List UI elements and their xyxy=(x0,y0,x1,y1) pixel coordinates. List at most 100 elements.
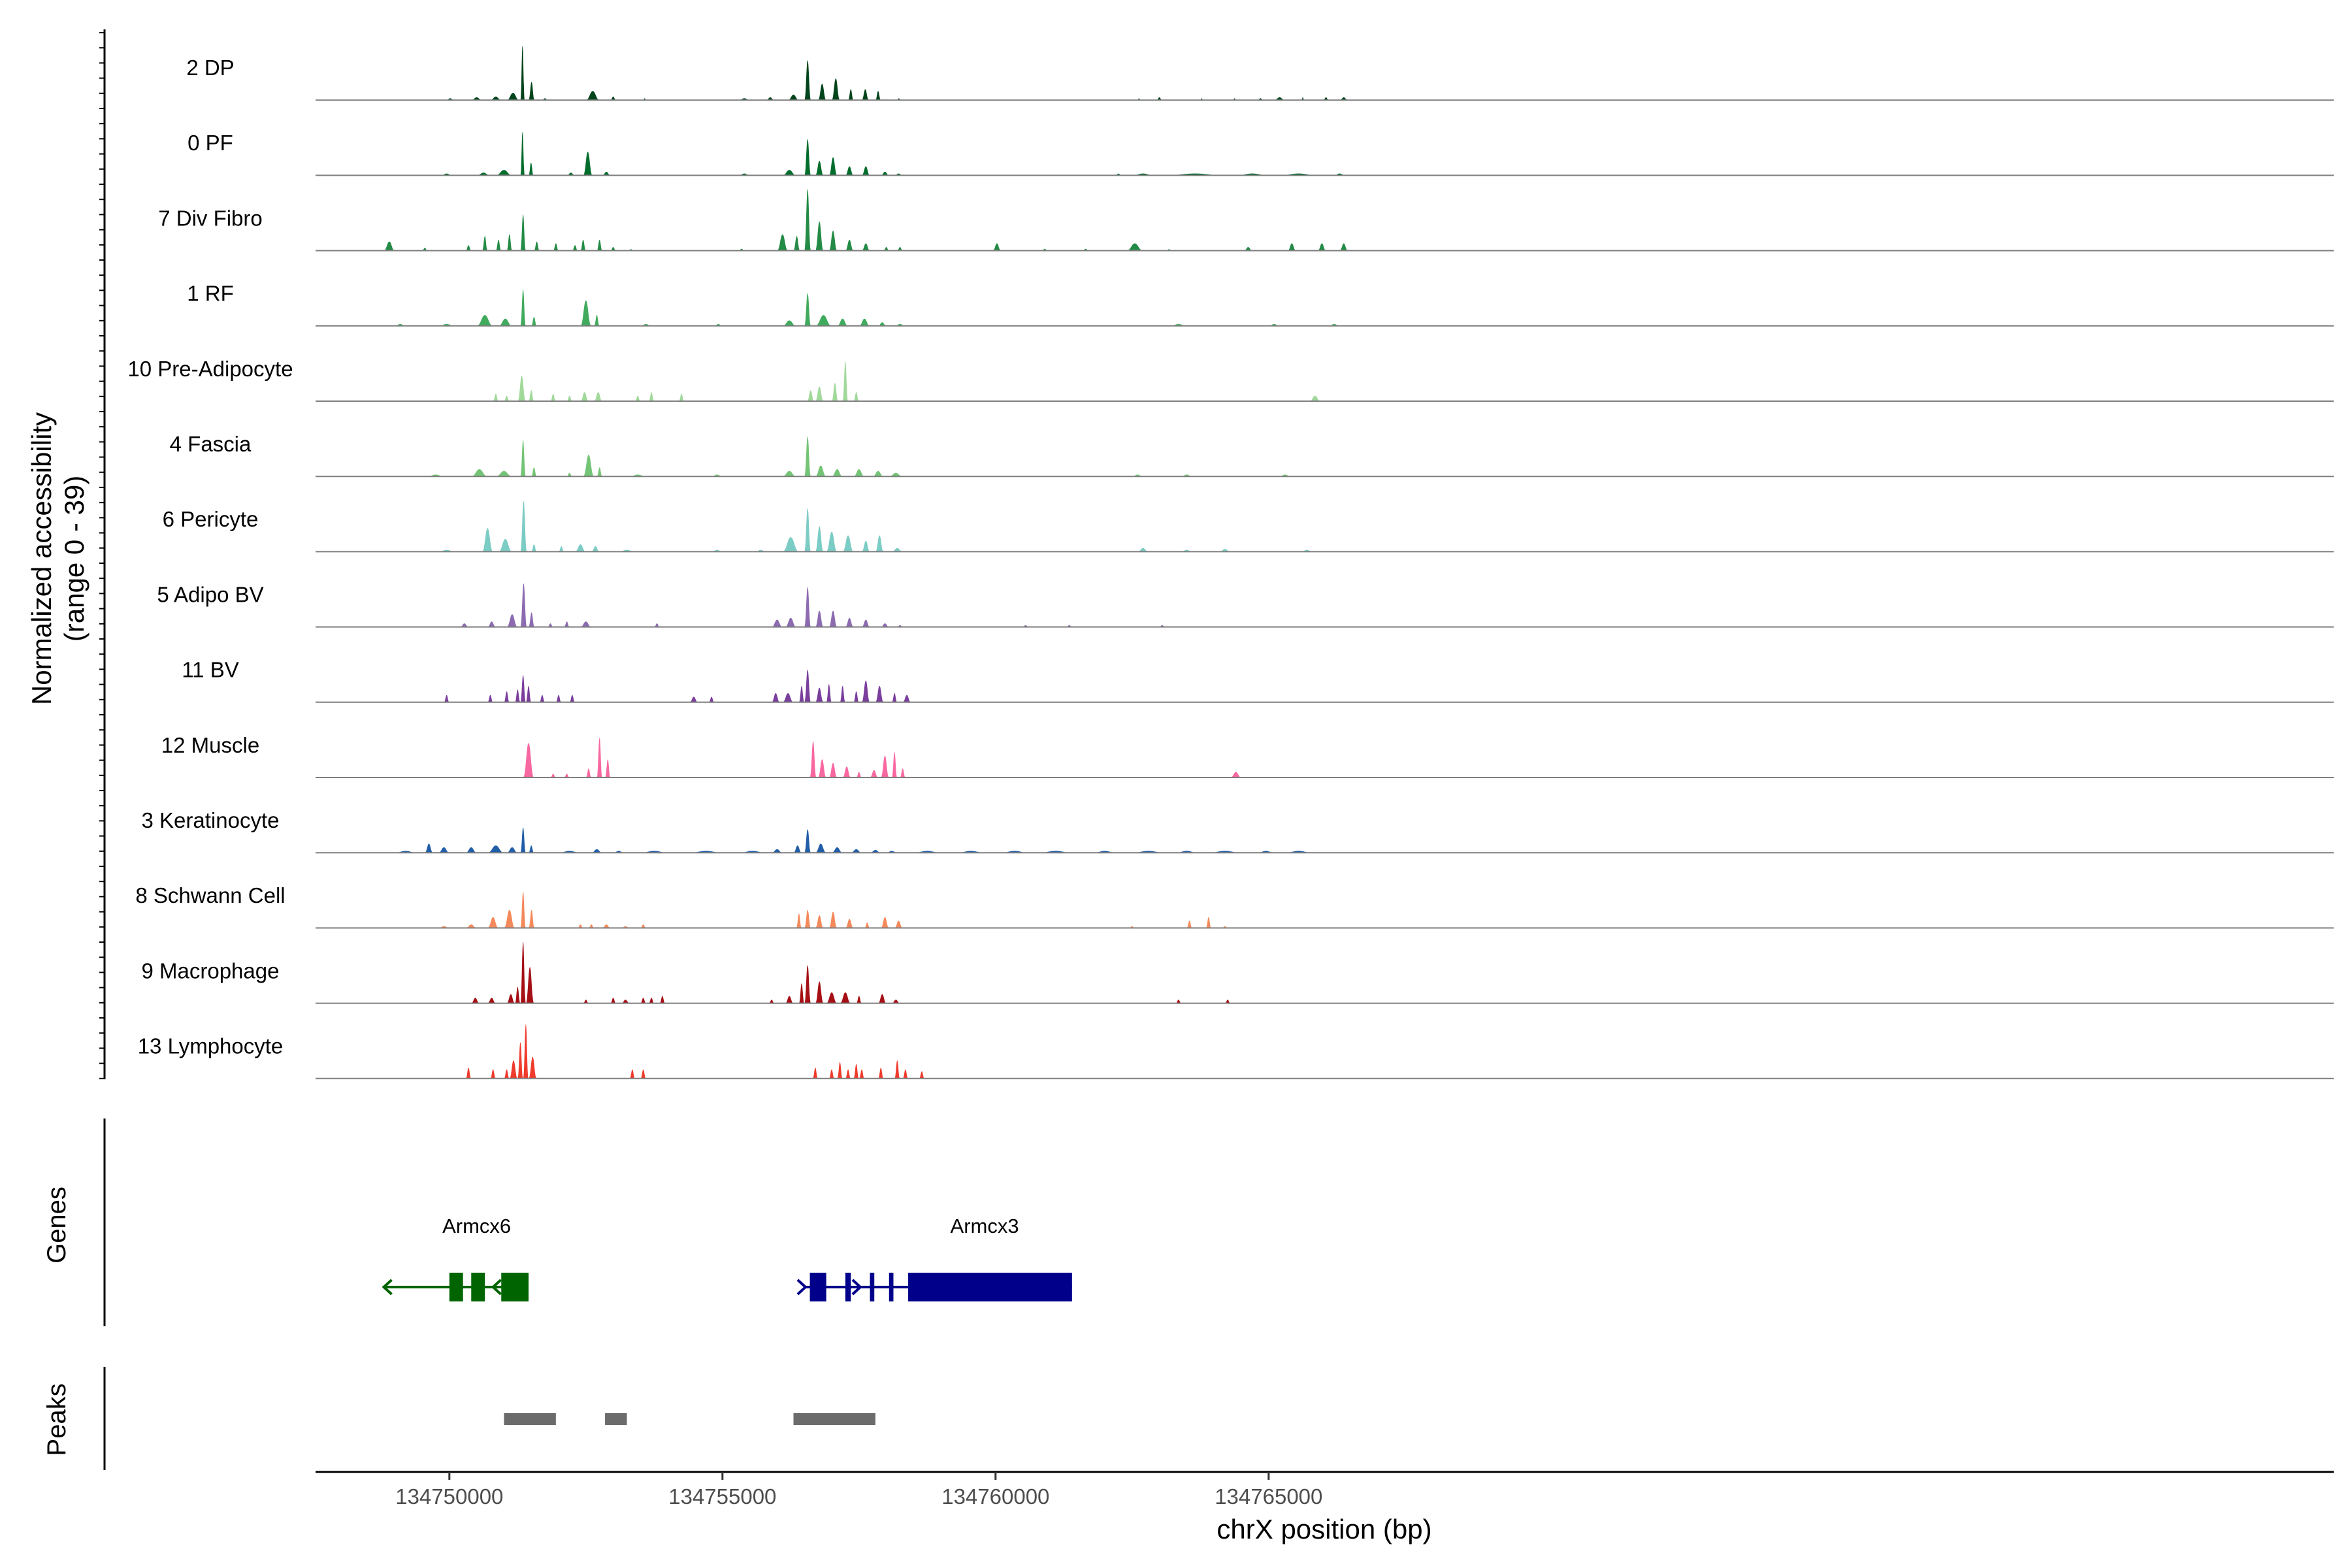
coverage-peak xyxy=(832,383,838,401)
coverage-peak xyxy=(804,965,811,1004)
coverage-peak xyxy=(845,240,854,251)
track-label: 3 Keratinocyte xyxy=(142,808,280,832)
coverage-peak xyxy=(523,743,534,777)
coverage-peak xyxy=(858,1070,865,1079)
coverage-peak xyxy=(837,318,849,326)
coverage-peak xyxy=(640,998,646,1004)
coverage-peak xyxy=(591,849,602,853)
coverage-peak xyxy=(840,992,851,1004)
coverage-peak xyxy=(828,157,838,176)
gene-exon xyxy=(471,1273,485,1301)
coverage-peak xyxy=(506,614,518,627)
coverage-peak xyxy=(476,172,491,176)
track-0-pf: 0 PF xyxy=(188,131,2334,176)
strand-arrow-icon xyxy=(382,1279,393,1296)
coverage-peak xyxy=(649,998,655,1004)
coverage-peak xyxy=(804,508,811,552)
coverage-peak xyxy=(531,317,537,326)
coverage-peak xyxy=(815,526,824,552)
track-label: 2 DP xyxy=(186,56,234,80)
coverage-peak xyxy=(782,170,796,176)
coverage-peak xyxy=(804,909,811,928)
coverage-peak xyxy=(828,231,838,251)
coverage-peak xyxy=(555,694,562,702)
track-5-adipo-bv: 5 Adipo BV xyxy=(157,582,2334,628)
gene-track: Armcx6 Armcx3 xyxy=(103,1119,1072,1326)
coverage-peak xyxy=(610,998,616,1004)
coverage-peak xyxy=(826,992,838,1004)
coverage-peak xyxy=(547,623,553,627)
coverage-peak xyxy=(842,766,851,777)
coverage-peak xyxy=(892,693,898,702)
coverage-peak xyxy=(782,470,796,477)
coverage-peak xyxy=(881,623,889,627)
coverage-peak xyxy=(520,131,525,176)
track-label: 1 RF xyxy=(187,282,234,306)
coverage-peak xyxy=(897,247,903,251)
coverage-peak xyxy=(487,694,493,702)
coverage-peak xyxy=(1156,97,1162,101)
strand-arrow-icon xyxy=(851,1279,862,1296)
coverage-peak xyxy=(772,693,780,702)
coverage-peak xyxy=(583,1000,589,1004)
coverage-tracks: 2 DP 0 PF 7 Div Fibro 1 RF 10 Pre-Adipocyte 4… xyxy=(127,46,2334,1079)
coverage-peak xyxy=(815,221,824,251)
coverage-peak xyxy=(796,913,802,928)
coverage-peak xyxy=(569,694,576,702)
coverage-peak xyxy=(788,94,799,101)
coverage-peak xyxy=(520,675,526,702)
coverage-peak xyxy=(529,163,534,176)
coverage-peak xyxy=(807,390,815,401)
coverage-peak xyxy=(504,909,515,928)
coverage-peak xyxy=(602,171,611,176)
coverage-peak xyxy=(853,1064,859,1079)
coverage-peak xyxy=(818,84,826,101)
coverage-peak xyxy=(1224,1000,1231,1004)
coverage-peak xyxy=(1323,97,1329,101)
coverage-peak xyxy=(1205,917,1211,928)
coverage-peak xyxy=(575,544,586,552)
coverage-peak xyxy=(900,768,906,777)
coverage-peak xyxy=(815,981,824,1004)
coverage-peak xyxy=(856,772,862,777)
coverage-peak xyxy=(580,301,592,326)
track-10-pre-adipocyte: 10 Pre-Adipocyte xyxy=(127,357,2334,402)
coverage-peak xyxy=(881,917,889,928)
coverage-peak xyxy=(553,243,559,251)
coverage-peak xyxy=(845,919,854,928)
coverage-peak xyxy=(640,924,646,928)
peak-region xyxy=(793,1413,875,1425)
gene-exon xyxy=(845,1273,851,1301)
coverage-peak xyxy=(1288,243,1296,251)
peaks-track xyxy=(103,1367,875,1470)
coverage-peak xyxy=(523,1024,529,1079)
coverage-peak xyxy=(1318,243,1326,251)
coverage-peak xyxy=(708,696,715,702)
coverage-peak xyxy=(862,243,870,251)
coverage-peak xyxy=(875,685,884,702)
coverage-peak xyxy=(782,537,799,552)
coverage-peak xyxy=(520,941,526,1004)
coverage-peak xyxy=(476,315,493,326)
strand-arrow-icon xyxy=(491,1279,502,1296)
coverage-peak xyxy=(818,759,826,777)
coverage-peak xyxy=(815,465,826,477)
coverage-peak xyxy=(1274,97,1285,101)
gene-exon xyxy=(889,1273,894,1301)
coverage-peak xyxy=(471,998,480,1004)
coverage-peak xyxy=(578,924,583,928)
coverage-peak xyxy=(1309,395,1321,401)
track-7-div-fibro: 7 Div Fibro xyxy=(158,189,2334,252)
coverage-peak xyxy=(992,243,1002,251)
gene-label: Armcx6 xyxy=(442,1215,511,1237)
x-axis: 134750000 134755000 134760000 134765000 xyxy=(316,1471,2334,1509)
coverage-peak xyxy=(815,687,824,702)
track-label: 9 Macrophage xyxy=(142,958,280,983)
coverage-peak xyxy=(845,166,854,176)
coverage-peak xyxy=(621,1000,630,1004)
track-label: 6 Pericyte xyxy=(163,507,259,531)
coverage-peak xyxy=(425,843,433,853)
coverage-peak xyxy=(506,994,515,1004)
coverage-peak xyxy=(881,755,889,777)
coverage-peak xyxy=(583,152,593,176)
